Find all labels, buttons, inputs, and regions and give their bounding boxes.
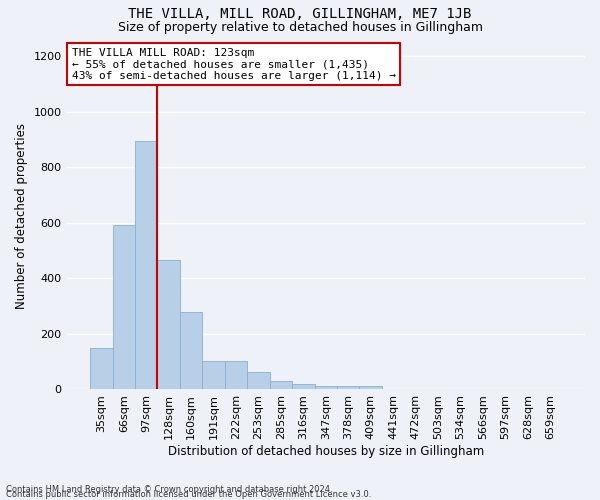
Bar [359,386,382,389]
Bar [225,361,247,389]
Text: THE VILLA, MILL ROAD, GILLINGHAM, ME7 1JB: THE VILLA, MILL ROAD, GILLINGHAM, ME7 1J… [128,8,472,22]
Text: THE VILLA MILL ROAD: 123sqm
← 55% of detached houses are smaller (1,435)
43% of : THE VILLA MILL ROAD: 123sqm ← 55% of det… [72,48,396,81]
Y-axis label: Number of detached properties: Number of detached properties [15,122,28,308]
Bar [337,386,359,389]
Bar [157,260,180,389]
X-axis label: Distribution of detached houses by size in Gillingham: Distribution of detached houses by size … [167,444,484,458]
Text: Contains HM Land Registry data © Crown copyright and database right 2024.: Contains HM Land Registry data © Crown c… [6,485,332,494]
Bar [90,348,113,389]
Bar [314,386,337,389]
Bar [269,381,292,389]
Bar [292,384,314,389]
Bar [202,361,225,389]
Bar [135,142,157,389]
Bar [247,372,269,389]
Text: Contains public sector information licensed under the Open Government Licence v3: Contains public sector information licen… [6,490,371,499]
Bar [180,312,202,389]
Text: Size of property relative to detached houses in Gillingham: Size of property relative to detached ho… [118,21,482,34]
Bar [113,226,135,389]
